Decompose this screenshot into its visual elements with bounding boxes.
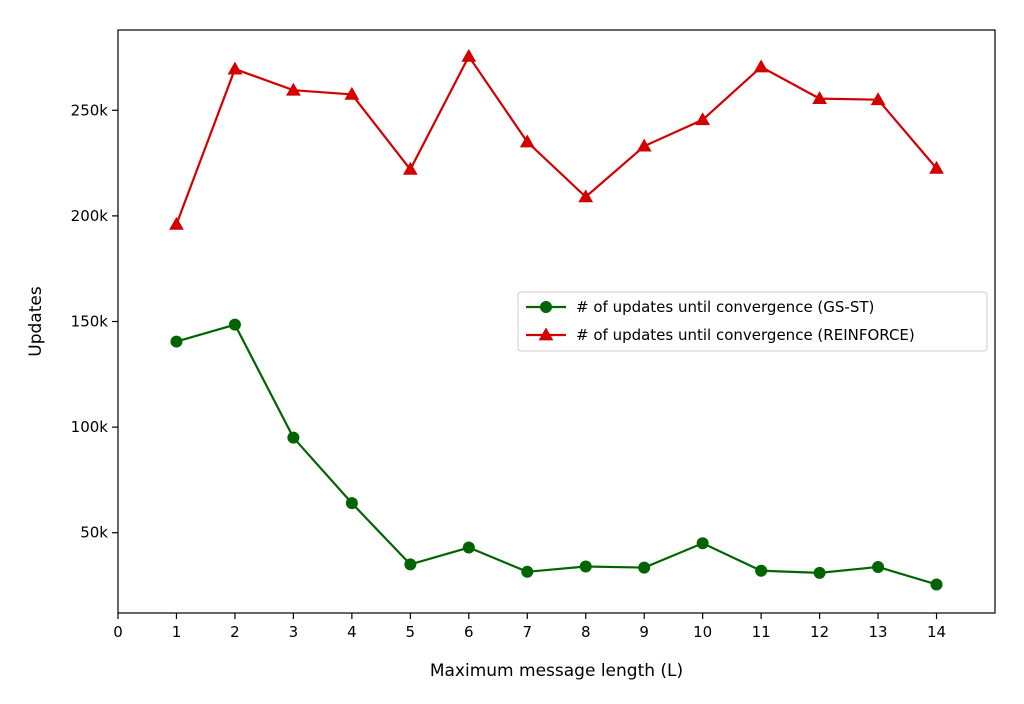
x-tick-label: 1 [172, 623, 182, 641]
data-point [930, 578, 943, 591]
data-point [519, 134, 535, 148]
data-point [755, 564, 768, 577]
data-point [170, 335, 183, 348]
data-point [402, 161, 418, 175]
legend-box [517, 291, 988, 352]
data-point [169, 216, 184, 230]
y-tick-label: 100k [71, 418, 109, 436]
data-point [753, 59, 769, 73]
legend-label: # of updates until convergence (REINFORC… [576, 326, 915, 344]
series-gs-st [170, 318, 943, 591]
data-point [813, 566, 826, 579]
data-point [286, 82, 301, 96]
series-layer [169, 48, 944, 591]
x-axis-title: Maximum message length (L) [430, 661, 683, 681]
legend-label: # of updates until convergence (GS-ST) [576, 298, 874, 316]
data-point [521, 565, 534, 578]
data-point [461, 48, 477, 62]
data-point [636, 138, 652, 152]
data-point [345, 497, 358, 510]
y-axis-ticks: 50k 100k 150k 200k 250k [71, 101, 118, 542]
x-tick-label: 11 [752, 623, 771, 641]
data-point [287, 431, 300, 444]
data-point [872, 560, 885, 573]
y-tick-label: 150k [71, 313, 109, 331]
data-point [227, 61, 243, 75]
y-tick-label: 200k [71, 207, 109, 225]
x-tick-label: 3 [289, 623, 299, 641]
legend: # of updates until convergence (GS-ST) # … [517, 291, 988, 352]
data-point [696, 537, 709, 550]
series-reinforce [169, 48, 944, 230]
legend-item: # of updates until convergence (GS-ST) [526, 298, 874, 316]
legend-item: # of updates until convergence (REINFORC… [526, 326, 915, 344]
data-point [344, 86, 360, 100]
series-line [176, 323, 937, 586]
x-tick-label: 10 [693, 623, 712, 641]
legend-marker [538, 327, 554, 341]
legend-marker [540, 301, 552, 313]
plot-area-frame [117, 29, 996, 614]
data-point [638, 561, 651, 574]
data-point [404, 558, 417, 571]
x-tick-label: 0 [113, 623, 123, 641]
y-tick-label: 50k [80, 524, 108, 542]
x-tick-label: 6 [464, 623, 474, 641]
data-point [929, 160, 944, 174]
data-point [228, 318, 241, 331]
y-axis-title: Updates [26, 286, 46, 357]
data-point [870, 92, 886, 106]
x-axis-ticks: 0 1 2 3 4 5 6 7 8 9 10 11 12 13 14 [113, 613, 946, 641]
series-line [175, 54, 938, 225]
x-tick-label: 12 [810, 623, 829, 641]
data-point [695, 112, 711, 126]
x-tick-label: 2 [230, 623, 240, 641]
x-tick-label: 5 [406, 623, 416, 641]
data-point [578, 189, 594, 203]
x-tick-label: 7 [522, 623, 532, 641]
x-tick-label: 13 [869, 623, 888, 641]
x-tick-label: 4 [347, 623, 357, 641]
x-tick-label: 14 [927, 623, 946, 641]
data-point [579, 560, 592, 573]
y-tick-label: 250k [71, 101, 109, 119]
x-tick-label: 9 [639, 623, 649, 641]
data-point [812, 91, 827, 105]
x-tick-label: 8 [581, 623, 591, 641]
data-point [462, 541, 475, 554]
